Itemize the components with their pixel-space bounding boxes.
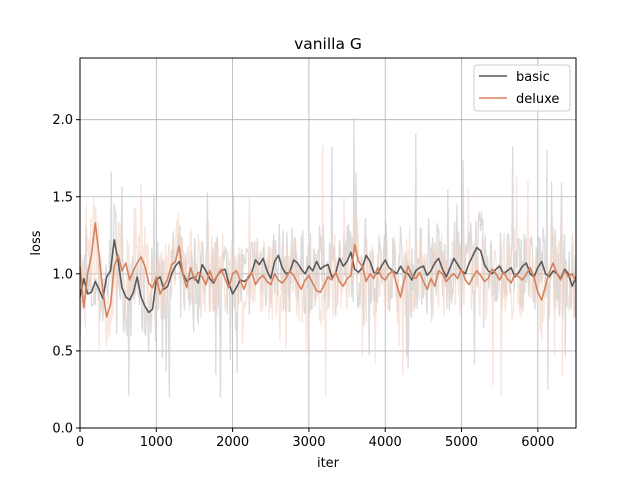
plot-area-frame <box>79 57 577 429</box>
x-axis: 0 1000 2000 3000 4000 5000 6000 <box>76 428 554 450</box>
x-tick-label: 6000 <box>521 435 554 450</box>
x-axis-label: iter <box>317 456 340 471</box>
series-line-basic <box>79 239 577 314</box>
x-tick-label: 3000 <box>292 435 325 450</box>
y-axis-label: loss <box>29 230 44 255</box>
y-axis: 0.0 0.5 1.0 1.5 2.0 <box>52 113 80 437</box>
smoothed-series-layer <box>79 222 577 318</box>
x-tick-label: 0 <box>76 435 84 450</box>
series-line-deluxe <box>79 222 577 318</box>
raw-series-deluxe <box>79 145 576 398</box>
legend: basic deluxe <box>473 64 571 112</box>
x-tick-label: 5000 <box>445 435 478 450</box>
x-tick-label: 2000 <box>216 435 249 450</box>
y-tick-label: 0.5 <box>52 344 73 359</box>
y-tick-label: 1.5 <box>52 190 73 205</box>
y-tick-label: 2.0 <box>52 113 73 128</box>
y-tick-label: 1.0 <box>52 267 73 282</box>
x-tick-label: 1000 <box>140 435 173 450</box>
chart-title: vanilla G <box>294 35 362 53</box>
legend-label-deluxe: deluxe <box>516 92 559 107</box>
x-tick-label: 4000 <box>369 435 402 450</box>
y-tick-label: 0.0 <box>52 422 73 437</box>
legend-label-basic: basic <box>516 70 550 85</box>
